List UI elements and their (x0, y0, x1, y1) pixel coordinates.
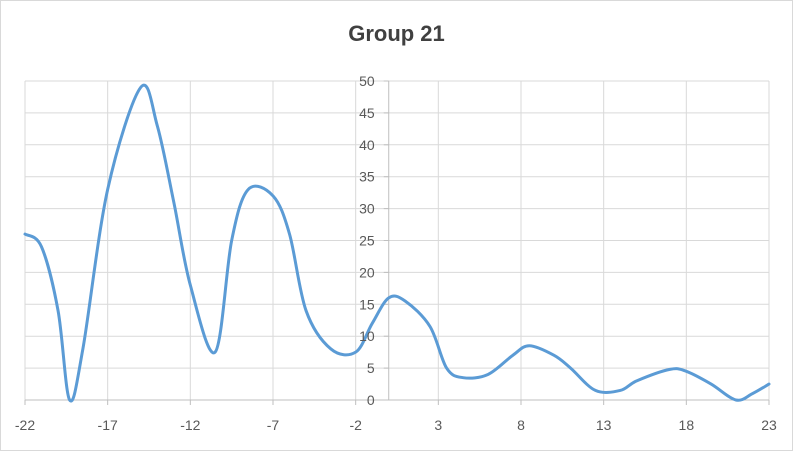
y-tick-label: 30 (359, 201, 375, 217)
chart-title: Group 21 (348, 21, 445, 46)
x-tick-labels: -22 -17 -12 -7 -2 3 8 13 18 23 (15, 417, 777, 433)
y-tick-label: 50 (359, 73, 375, 89)
axes (24, 80, 770, 405)
y-tick-label: 35 (359, 169, 375, 185)
x-tick-label: 3 (434, 417, 442, 433)
series-line (23, 83, 771, 403)
x-tick-label: -22 (15, 417, 35, 433)
x-tick-label: -12 (180, 417, 200, 433)
y-tick-label: 0 (367, 392, 375, 408)
x-tick-label: -2 (349, 417, 362, 433)
y-tick-label: 20 (359, 264, 375, 280)
y-tick-labels: 0 5 10 15 20 25 30 35 40 45 50 (359, 73, 375, 408)
y-tick-label: 25 (359, 233, 375, 249)
horizontal-gridlines (25, 80, 769, 369)
x-tick-label: -17 (98, 417, 118, 433)
y-tick-label: 10 (359, 328, 375, 344)
y-tick-label: 40 (359, 137, 375, 153)
y-tick-label: 5 (367, 360, 375, 376)
series-layer (23, 83, 771, 403)
x-tick-label: 8 (517, 417, 525, 433)
y-tick-label: 45 (359, 105, 375, 121)
x-tick-label: 13 (596, 417, 612, 433)
x-tick-label: 23 (761, 417, 777, 433)
x-tick-label: 18 (679, 417, 695, 433)
y-tick-label: 15 (359, 296, 375, 312)
x-tick-label: -7 (267, 417, 280, 433)
